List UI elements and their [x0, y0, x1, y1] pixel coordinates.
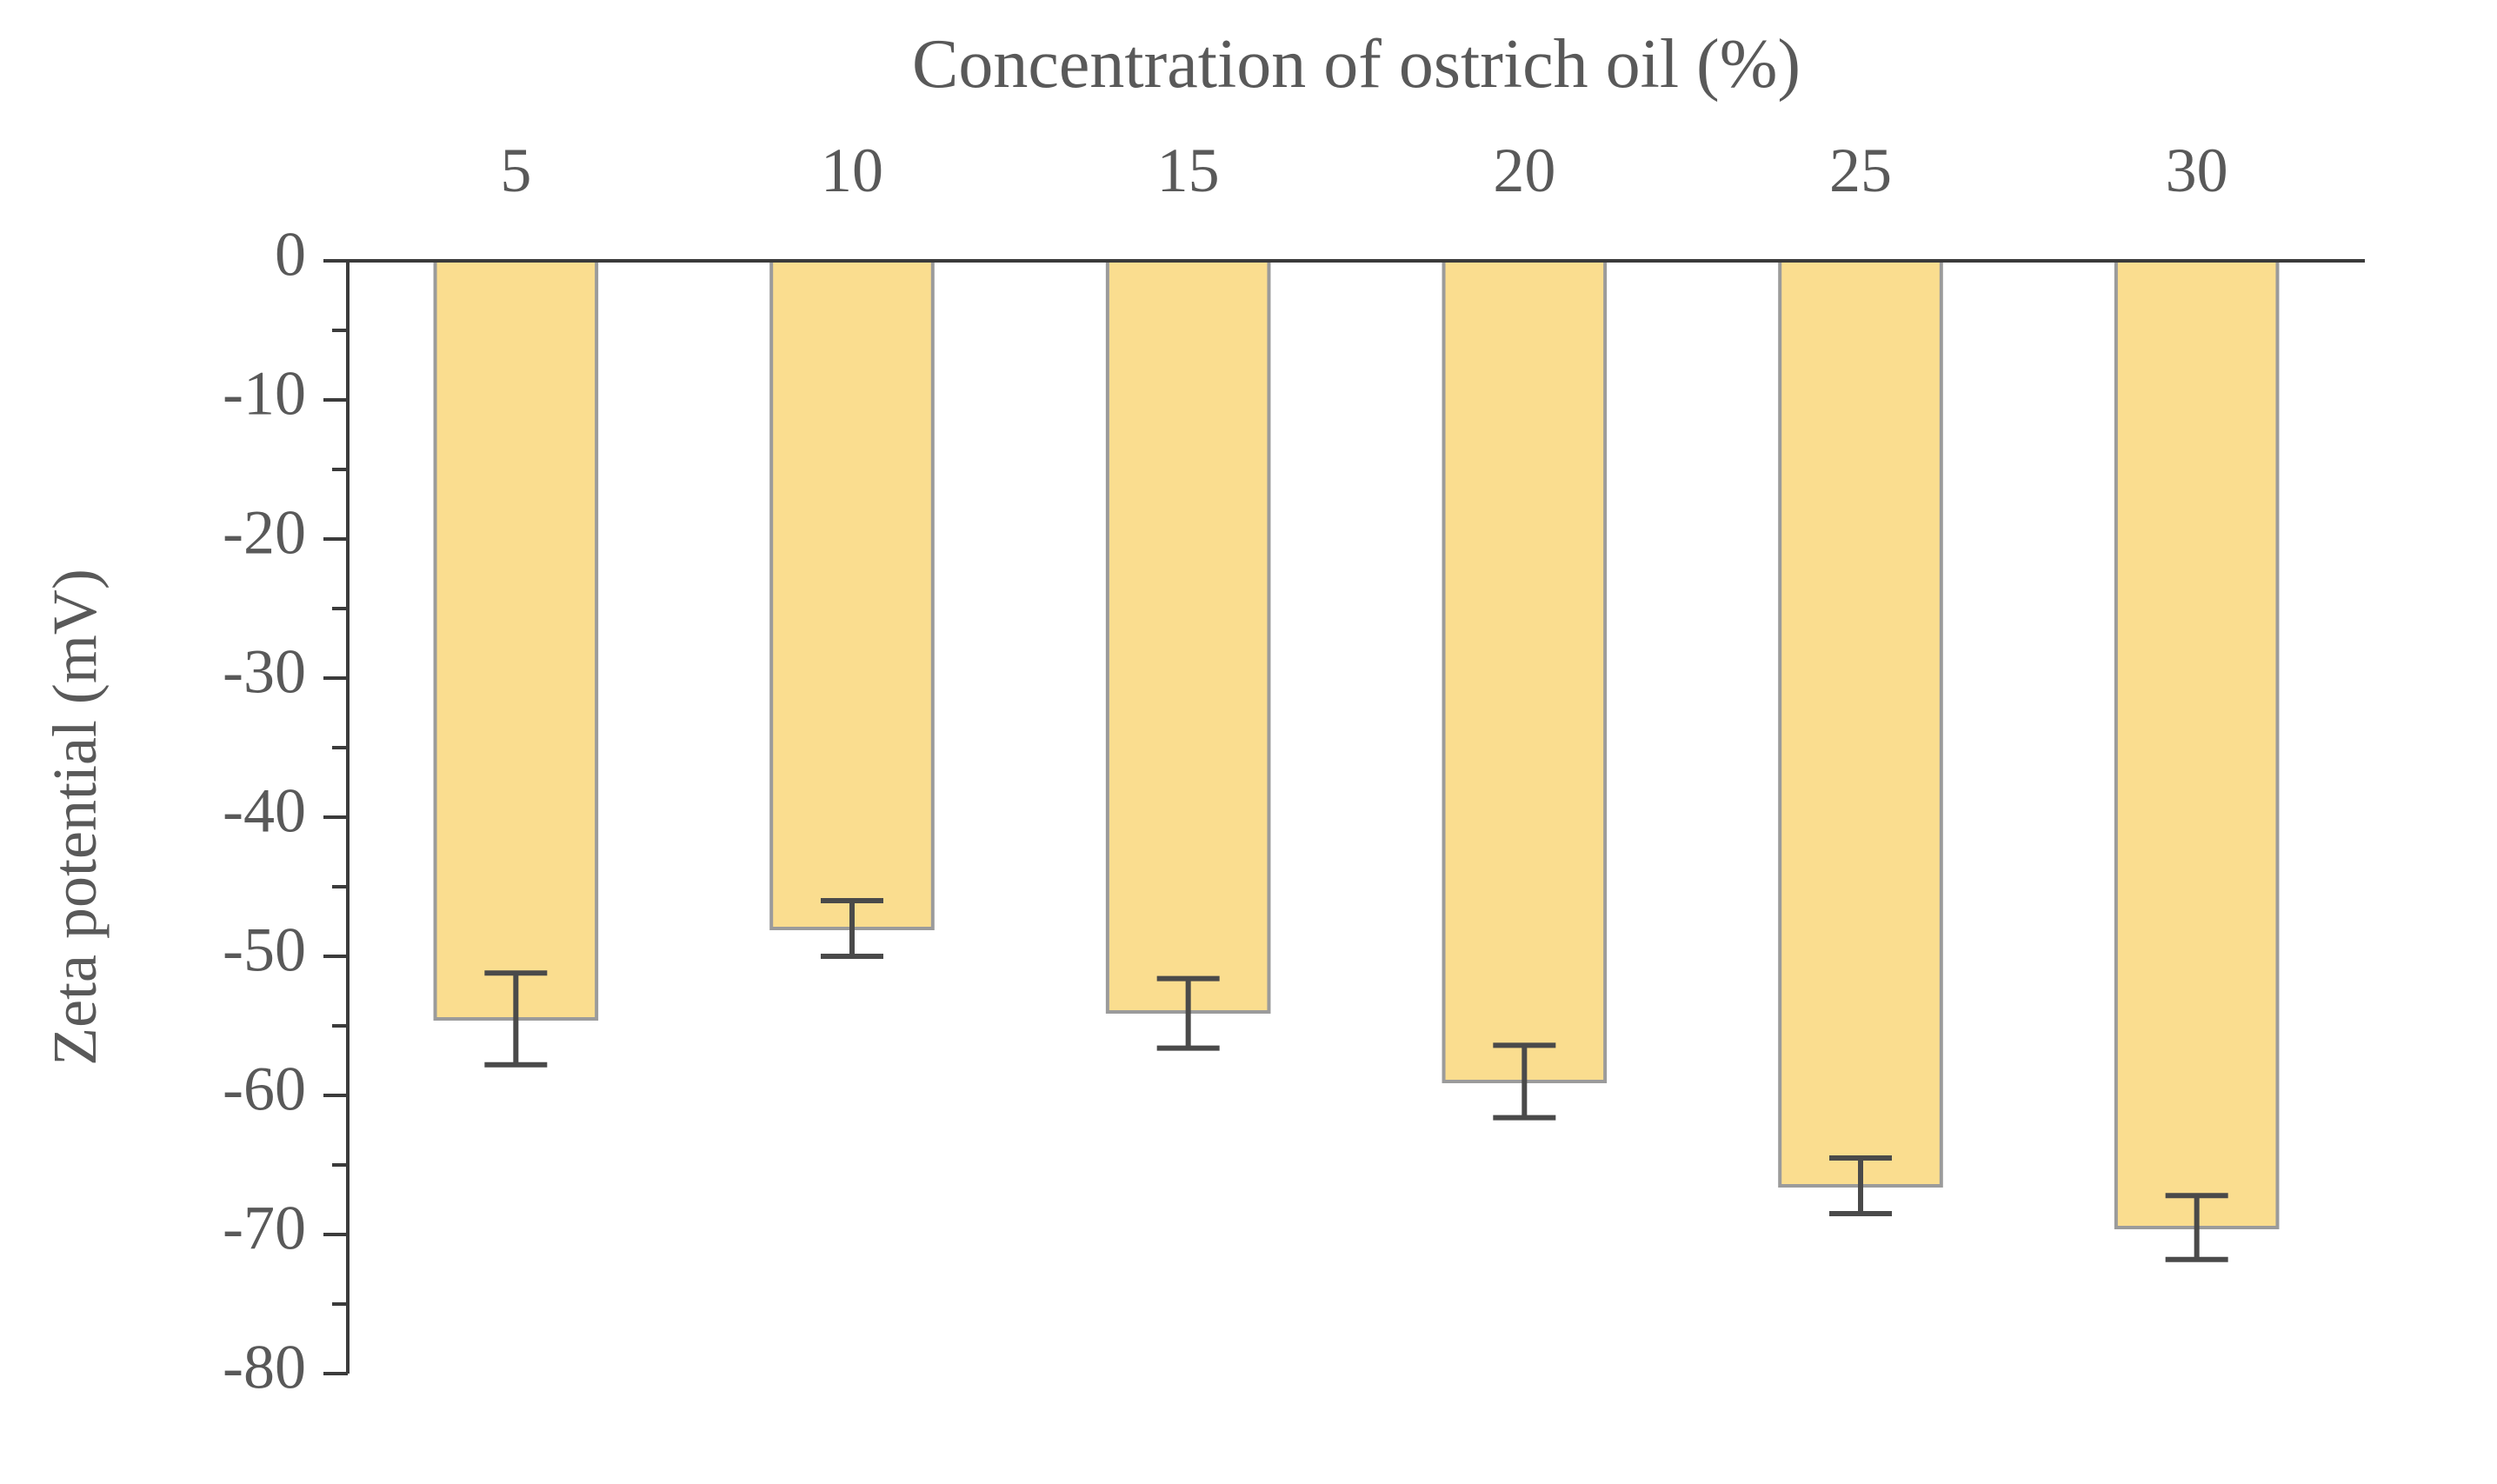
y-tick-label: -50: [223, 915, 306, 985]
y-tick-label: -10: [223, 359, 306, 429]
bar: [771, 261, 933, 928]
y-tick-label: -70: [223, 1194, 306, 1263]
y-axis-label: Zeta potential (mV): [40, 569, 110, 1066]
bar: [1780, 261, 1941, 1186]
x-tick-label: 15: [1157, 136, 1220, 205]
y-tick-label: -40: [223, 776, 306, 846]
zeta-potential-bar-chart: 0 -10 -20 -30 -40 -50 -60 -70 -80 5 10 15 20 25 30 Conc…: [0, 0, 2497, 1484]
bar: [1444, 261, 1606, 1081]
x-tick-label: 5: [500, 136, 531, 205]
bar: [436, 261, 597, 1019]
chart-title: Concentration of ostrich oil (%): [912, 26, 1801, 103]
y-tick-label: -80: [223, 1333, 306, 1402]
x-tick-label: 20: [1493, 136, 1555, 205]
y-tick-label: 0: [275, 220, 306, 289]
bar: [1108, 261, 1269, 1012]
y-tick-label: -30: [223, 637, 306, 707]
x-tick-label: 10: [821, 136, 883, 205]
y-tick-label: -20: [223, 498, 306, 568]
bar: [2116, 261, 2278, 1228]
y-tick-label: -60: [223, 1055, 306, 1124]
x-tick-label: 25: [1829, 136, 1892, 205]
x-tick-label: 30: [2166, 136, 2228, 205]
